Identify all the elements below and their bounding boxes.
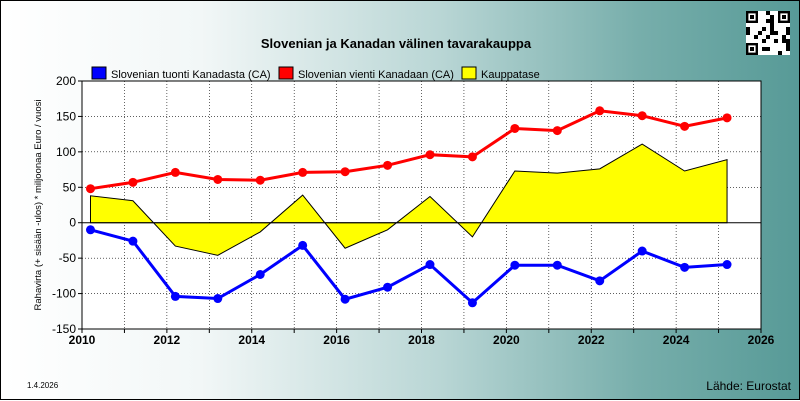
export-data-point [255, 175, 265, 185]
import-data-point [213, 294, 223, 304]
x-tick-label: 2014 [238, 333, 265, 347]
qr-module [782, 35, 786, 39]
export-data-point [170, 167, 180, 177]
export-data-point [552, 126, 562, 136]
import-data-point [340, 294, 350, 304]
qr-module [786, 39, 790, 43]
import-data-point [425, 260, 435, 270]
footer-source: Lähde: Eurostat [706, 379, 791, 393]
y-axis-ticks: -150 -100 -50 0 50 100 150 200 [52, 74, 82, 336]
y-tick-label: -150 [52, 322, 76, 336]
x-tick-label: 2016 [323, 333, 350, 347]
import-data-point [383, 282, 393, 292]
balance-area [89, 143, 728, 256]
qr-module [786, 47, 790, 51]
export-data-point [85, 184, 95, 194]
x-axis-ticks: 2010 2012 2014 2016 2018 2020 2022 2024 2026 [69, 329, 775, 347]
import-data-point [128, 236, 138, 246]
import-data-point [552, 260, 562, 270]
y-tick-label: 150 [56, 109, 76, 123]
qr-module [770, 27, 774, 31]
y-tick-label: 100 [56, 145, 76, 159]
export-data-point [680, 121, 690, 131]
import-data-point [467, 298, 477, 308]
qr-module [766, 47, 770, 51]
footer-date: 1.4.2026 [27, 381, 59, 390]
import-data-point [170, 291, 180, 301]
qr-finder-center [782, 15, 786, 19]
qr-module [774, 31, 778, 35]
x-tick-label: 2010 [69, 333, 96, 347]
x-tick-label: 2020 [493, 333, 520, 347]
qr-module [778, 51, 782, 55]
x-tick-label: 2012 [154, 333, 181, 347]
x-tick-label: 2022 [578, 333, 605, 347]
export-data-point [722, 113, 732, 123]
import-data-point [298, 240, 308, 250]
qr-module [766, 19, 770, 23]
qr-module [758, 31, 762, 35]
qr-module [782, 39, 786, 43]
x-tick-label: 2018 [408, 333, 435, 347]
import-data-point [722, 260, 732, 270]
qr-module [762, 27, 766, 31]
export-data-point [383, 160, 393, 170]
import-data-point [680, 262, 690, 272]
qr-module [766, 11, 770, 15]
y-tick-label: 200 [56, 74, 76, 88]
qr-module [770, 31, 774, 35]
qr-finder-center [750, 47, 754, 51]
import-data-point [255, 269, 265, 279]
qr-module [774, 39, 778, 43]
qr-module [762, 39, 766, 43]
qr-module [770, 19, 774, 23]
export-data-point [128, 177, 138, 187]
export-data-point [637, 111, 647, 121]
balance-area-shape [89, 143, 728, 256]
qr-module [754, 35, 758, 39]
chart-title: Slovenian ja Kanadan välinen tavarakaupp… [261, 36, 532, 51]
legend-swatch [461, 66, 477, 80]
qr-module [786, 43, 790, 47]
export-data-point [595, 106, 605, 116]
qr-module [746, 31, 750, 35]
x-tick-label: 2026 [748, 333, 775, 347]
legend-swatch [91, 66, 107, 80]
import-data-point [85, 225, 95, 235]
qr-module [786, 27, 790, 31]
export-data-point [213, 174, 223, 184]
export-data-point [425, 150, 435, 160]
series-lines [85, 106, 732, 308]
export-data-point [340, 167, 350, 177]
export-data-point [510, 123, 520, 133]
qr-code-icon [746, 11, 790, 55]
import-data-point [637, 246, 647, 256]
qr-module [766, 35, 770, 39]
y-axis-label: Rahavirta (+ sisään -ulos) * miljoonaa E… [33, 100, 44, 311]
legend-label: Slovenian tuonti Kanadasta (CA) [111, 69, 271, 81]
legend: Slovenian tuonti Kanadasta (CA) Slovenian… [91, 66, 540, 81]
y-tick-label: -100 [52, 287, 76, 301]
legend-swatch [278, 66, 294, 80]
import-data-point [510, 260, 520, 270]
qr-module [786, 31, 790, 35]
y-tick-label: 50 [63, 180, 77, 194]
export-data-point [298, 167, 308, 177]
qr-module [770, 15, 774, 19]
qr-finder-center [750, 15, 754, 19]
x-tick-label: 2024 [663, 333, 690, 347]
y-tick-label: -50 [59, 251, 77, 265]
legend-label: Kauppatase [481, 69, 540, 81]
legend-label: Slovenian vienti Kanadaan (CA) [298, 69, 454, 81]
export-data-point [467, 152, 477, 162]
import-data-point [595, 276, 605, 286]
qr-module [770, 23, 774, 27]
qr-module [746, 27, 750, 31]
export-series-line [90, 109, 728, 191]
import-series-line [90, 228, 728, 305]
y-tick-label: 0 [69, 216, 76, 230]
qr-module [762, 47, 766, 51]
